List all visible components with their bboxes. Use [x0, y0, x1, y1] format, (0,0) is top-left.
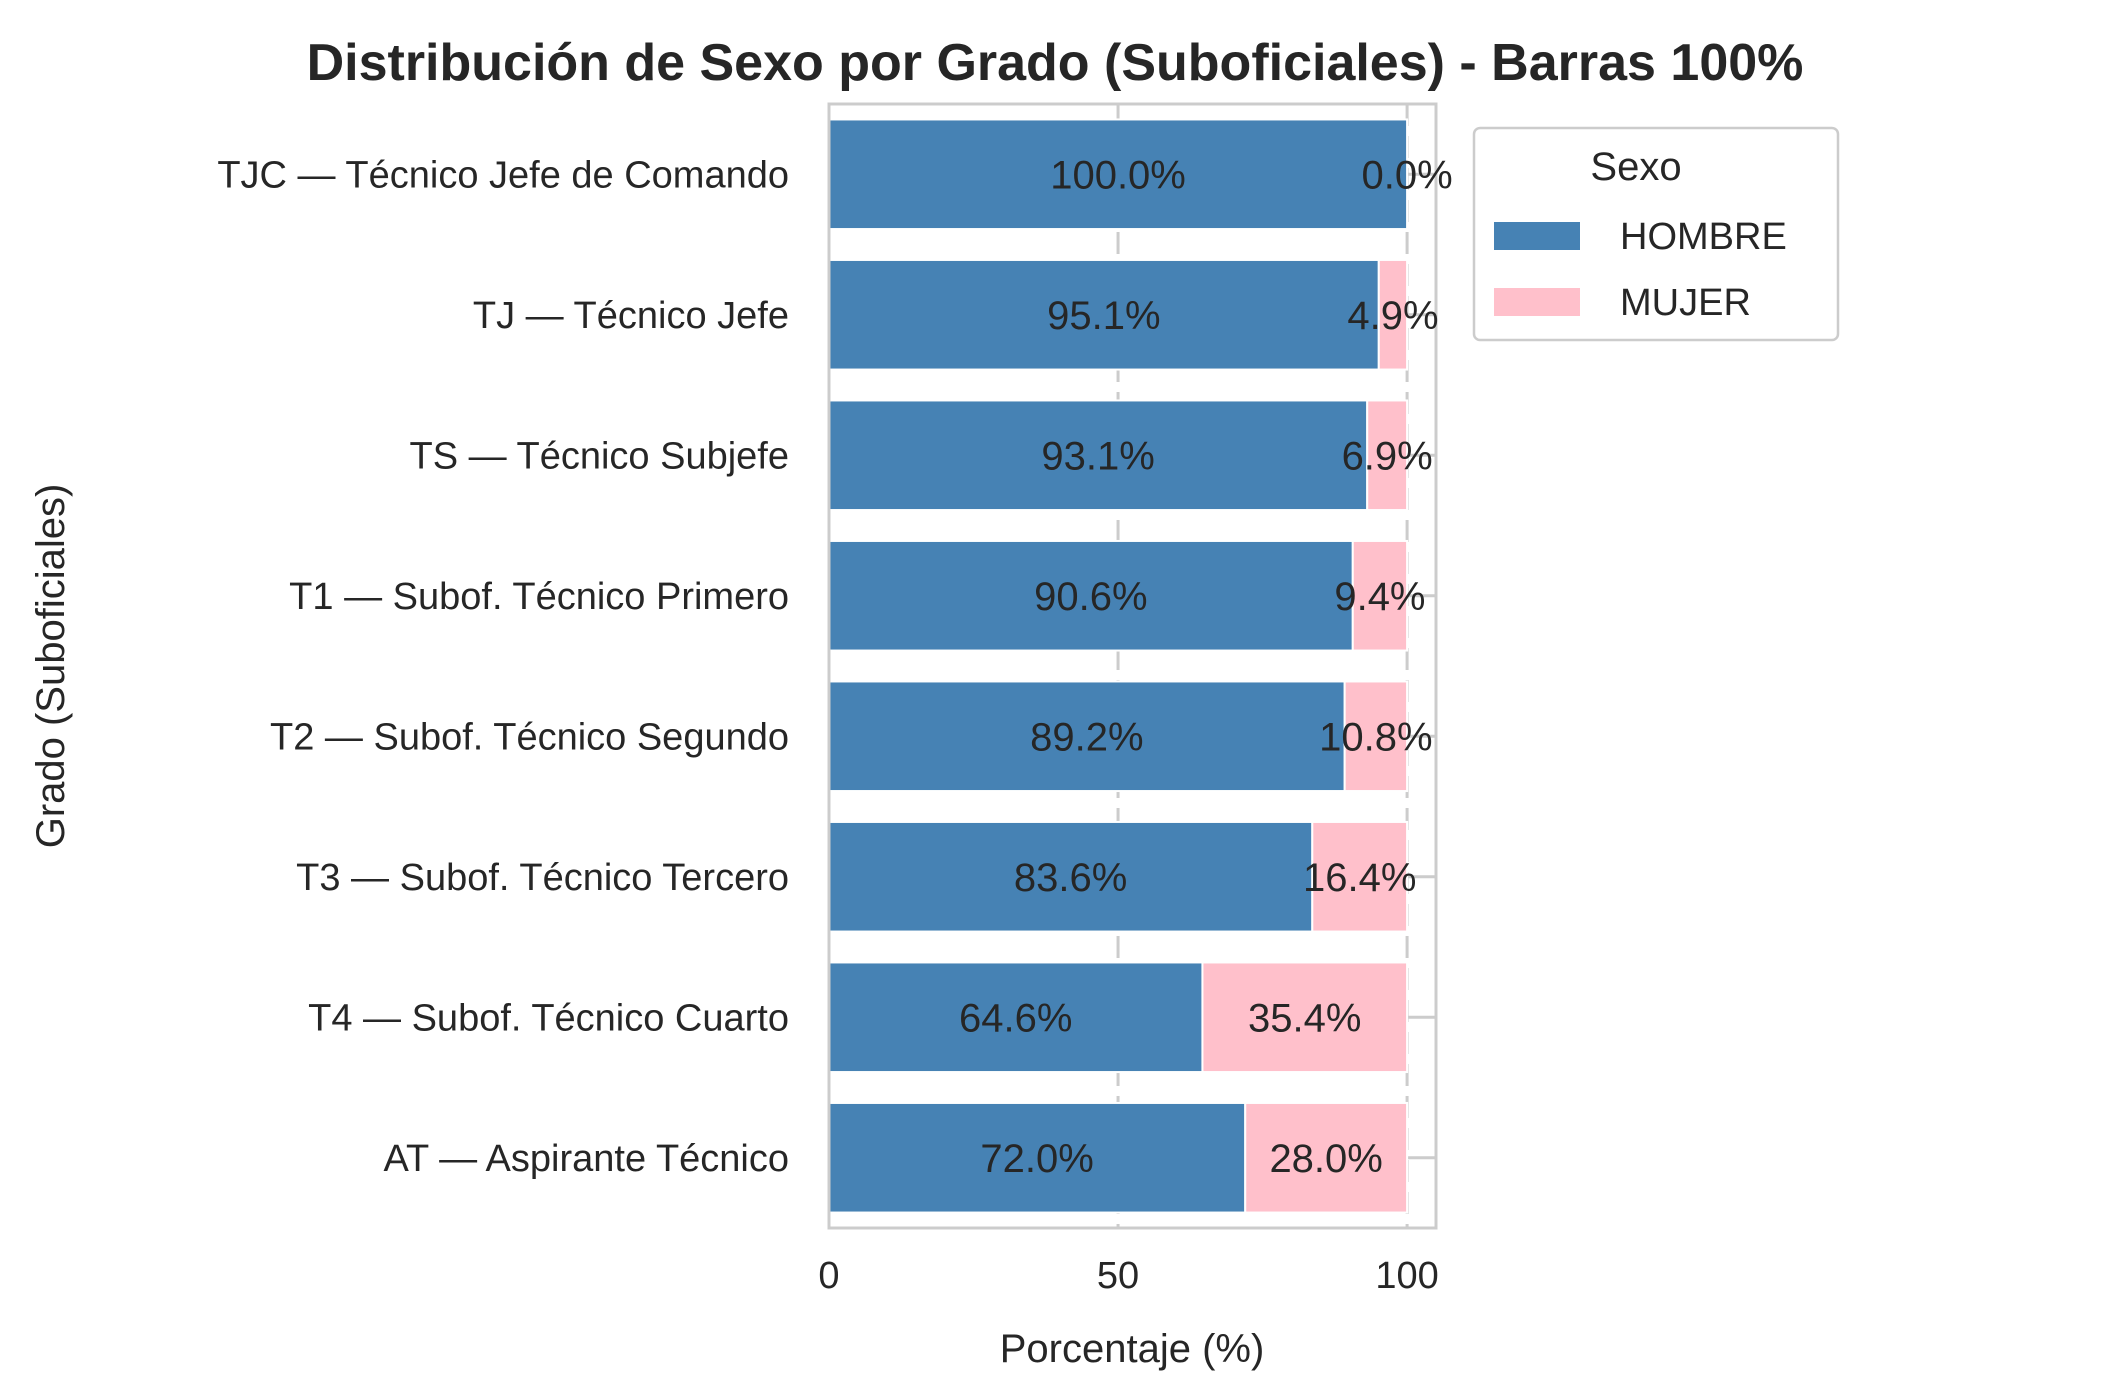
bar-mujer: [1244, 1101, 1409, 1214]
y-axis-label: Grado (Suboficiales): [29, 484, 73, 849]
bar-value-label: 64.6%: [959, 996, 1072, 1040]
x-tick-label: 50: [1097, 1255, 1139, 1297]
bar-mujer: [1377, 258, 1409, 371]
bar-mujer: [1366, 399, 1409, 512]
y-tick-label: TJC — Técnico Jefe de Comando: [217, 154, 789, 196]
plot-frame: [827, 102, 1438, 1230]
bar-value-label: 9.4%: [1334, 575, 1425, 619]
y-tick-label: T3 — Subof. Técnico Tercero: [296, 857, 789, 899]
chart-title: Distribución de Sexo por Grado (Subofici…: [307, 34, 1804, 92]
bar-mujer: [1351, 539, 1409, 652]
legend-label-mujer: MUJER: [1620, 282, 1751, 324]
legend: Sexo HOMBRE MUJER: [1472, 126, 1840, 342]
y-tick-label: TJ — Técnico Jefe: [473, 295, 789, 337]
bar-value-label: 90.6%: [1034, 575, 1147, 619]
bar-labels: 100.0% 0.0% 95.1% 4.9% 93.1% 6.9% 90.6% 9.4% 89.…: [959, 153, 1453, 1181]
bars: [828, 118, 1409, 1214]
bar-mujer: [1311, 820, 1409, 933]
bar-mujer: [1343, 680, 1409, 793]
bar-value-label: 28.0%: [1269, 1137, 1382, 1181]
bar-hombre: [828, 961, 1204, 1074]
bar-value-label: 95.1%: [1047, 294, 1160, 338]
y-tick-label: T1 — Subof. Técnico Primero: [289, 576, 789, 618]
bar-value-label: 0.0%: [1362, 153, 1453, 197]
bar-mujer: [1201, 961, 1409, 1074]
bar-hombre: [828, 820, 1314, 933]
bar-value-label: 100.0%: [1050, 153, 1186, 197]
bar-value-label: 6.9%: [1342, 434, 1433, 478]
legend-swatch-hombre: [1494, 222, 1580, 250]
bar-value-label: 93.1%: [1041, 434, 1154, 478]
y-tick-label: T4 — Subof. Técnico Cuarto: [308, 997, 789, 1039]
y-tick-label: AT — Aspirante Técnico: [383, 1138, 789, 1180]
bar-value-label: 16.4%: [1303, 856, 1416, 900]
bar-hombre: [828, 539, 1354, 652]
bar-value-label: 83.6%: [1014, 856, 1127, 900]
bar-value-label: 10.8%: [1319, 715, 1432, 759]
x-axis-label: Porcentaje (%): [1000, 1327, 1265, 1371]
y-tick-label: T2 — Subof. Técnico Segundo: [270, 716, 789, 758]
bar-hombre: [828, 118, 1409, 231]
bar-value-label: 72.0%: [980, 1137, 1093, 1181]
legend-title: Sexo: [1590, 145, 1681, 189]
bar-hombre: [828, 1101, 1247, 1214]
bar-hombre: [828, 399, 1369, 512]
bar-value-label: 4.9%: [1347, 294, 1438, 338]
bar-value-label: 89.2%: [1030, 715, 1143, 759]
legend-swatch-mujer: [1494, 288, 1580, 316]
bar-hombre: [828, 680, 1346, 793]
x-tick-label: 100: [1375, 1255, 1438, 1297]
axis-ticks: 0 50 100 TJC — Técnico Jefe de Comando TJ — …: [217, 154, 1438, 1297]
y-tick-label: TS — Técnico Subjefe: [410, 435, 789, 477]
legend-box: [1472, 126, 1840, 342]
legend-label-hombre: HOMBRE: [1620, 216, 1787, 258]
bar-value-label: 35.4%: [1248, 996, 1361, 1040]
x-tick-label: 0: [818, 1255, 839, 1297]
